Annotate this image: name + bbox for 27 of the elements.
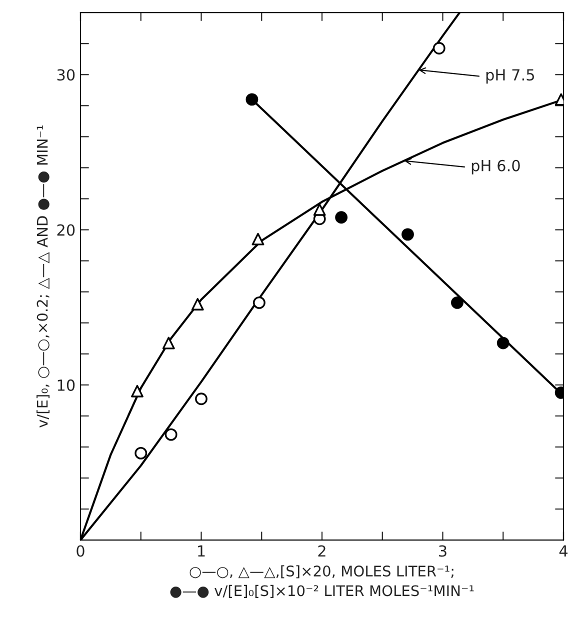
y-tick-label: 20 [57, 224, 75, 236]
x-axis-title: ○—○, △—△,[S]×20, MOLES LITER⁻¹; ●—● v/[E]₀[S]×10⁻² LITER MOLES⁻¹MIN⁻¹ [170, 565, 474, 598]
x-tick-label: 0 [76, 545, 84, 557]
annotation: pH 7.5 [486, 69, 534, 84]
point [191, 298, 204, 310]
point [496, 336, 510, 350]
point [131, 384, 144, 398]
y-axis-title: v/[E]₀, ○—○,×0.2; △—△ AND ●—● MIN⁻¹ [36, 125, 50, 428]
point [164, 428, 178, 441]
x-tick-label: 2 [318, 545, 326, 557]
x-tick-label: 4 [559, 545, 568, 557]
point [335, 211, 348, 224]
point [313, 203, 326, 216]
point [252, 296, 266, 309]
point [432, 42, 446, 54]
y-tick-label: 30 [57, 69, 75, 81]
point [195, 392, 208, 406]
annotation: pH 6.0 [472, 160, 520, 174]
point [162, 336, 175, 350]
point [451, 296, 464, 309]
point [134, 446, 148, 460]
point [252, 232, 264, 246]
point [402, 228, 414, 241]
point [246, 93, 258, 106]
x-tick-label: 1 [198, 545, 205, 557]
y-tick-label: 10 [58, 379, 75, 391]
x-tick-label: 3 [439, 545, 446, 557]
